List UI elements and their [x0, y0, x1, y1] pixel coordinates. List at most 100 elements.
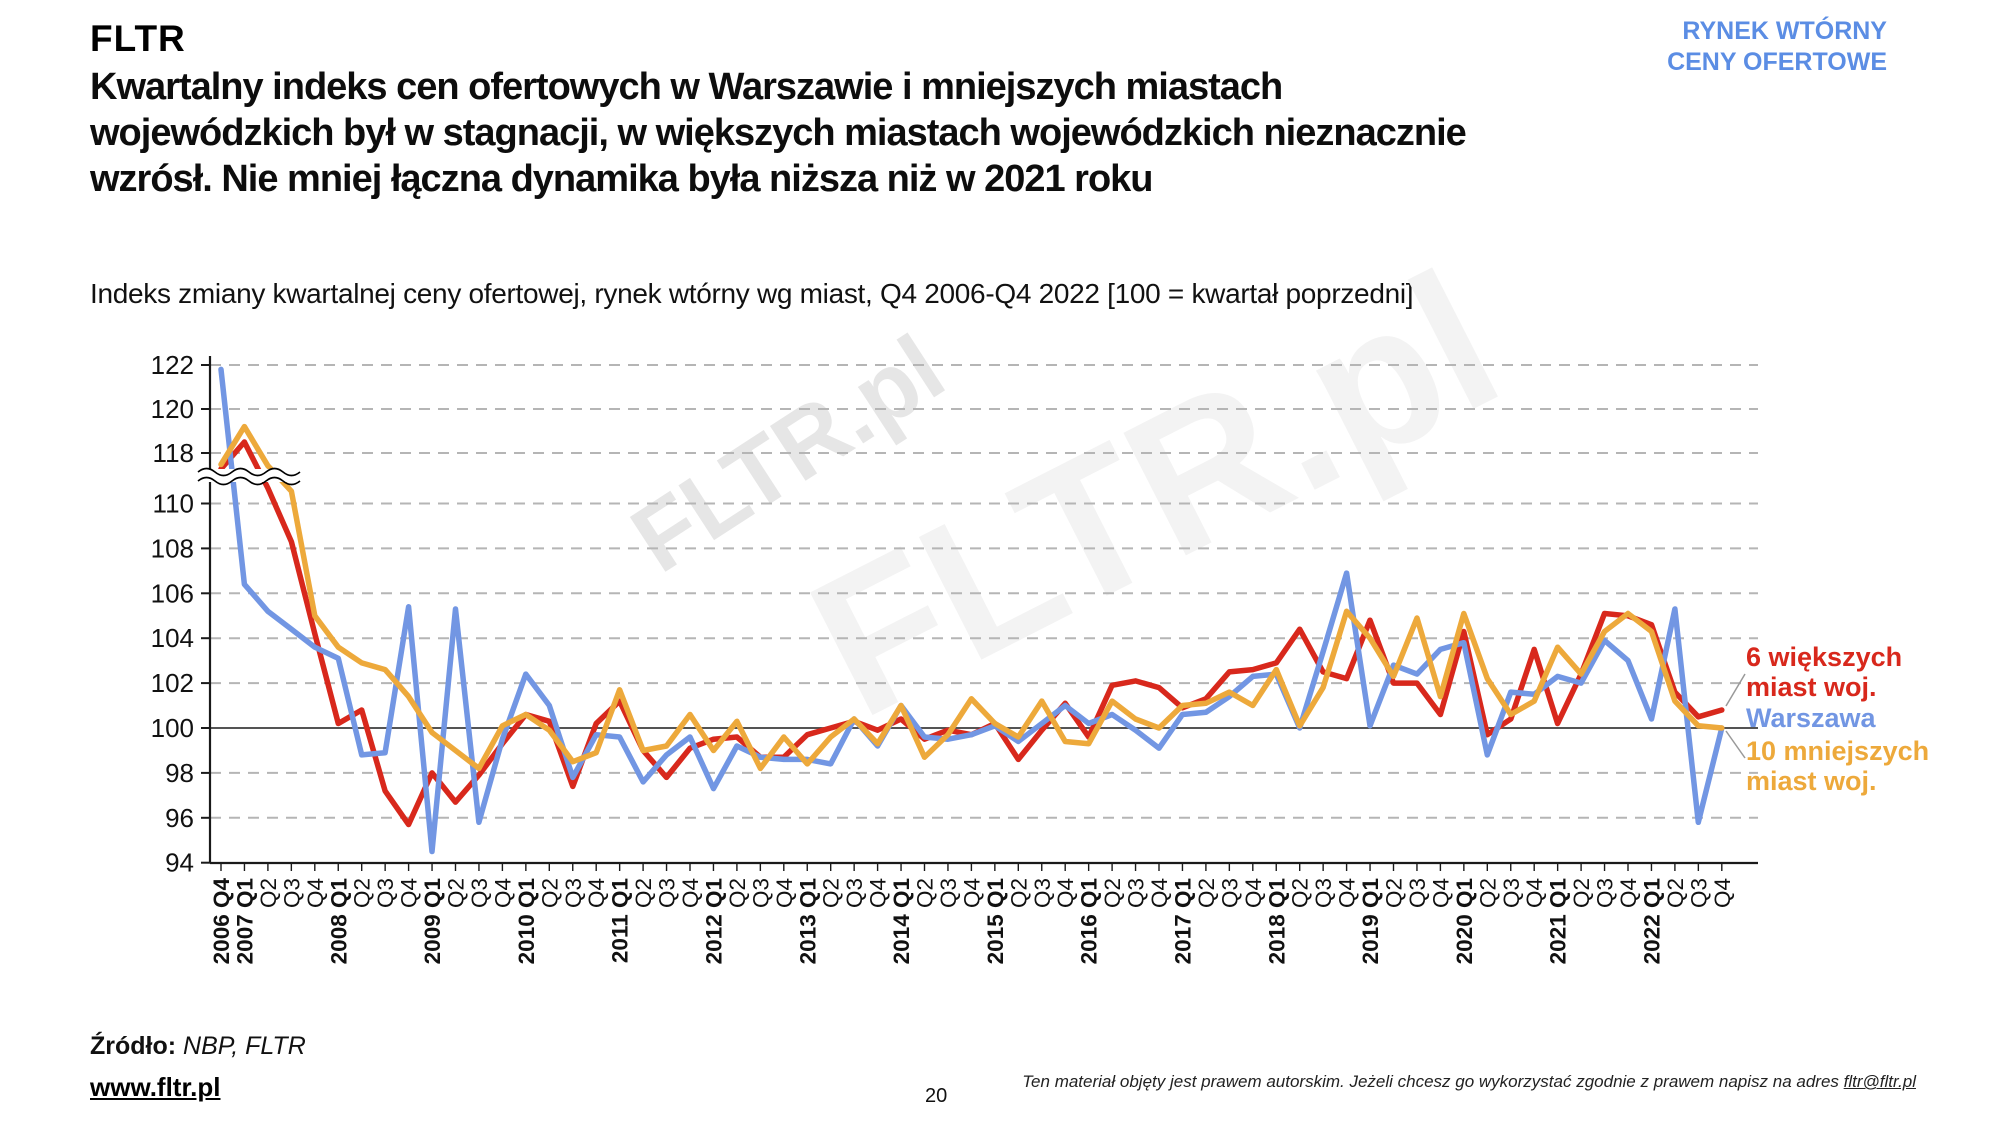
y-tick-label-104: 104	[151, 623, 194, 653]
x-tick-label-20: Q4	[678, 878, 703, 908]
x-tick-label-16: Q4	[584, 878, 609, 908]
x-tick-label-58: Q2	[1569, 878, 1594, 908]
x-tick-label-40: Q4	[1147, 878, 1172, 908]
x-tick-label-21: 2012 Q1	[701, 878, 726, 964]
legend-ten-smaller-line2: miast woj.	[1746, 766, 1877, 796]
x-tick-label-49: 2019 Q1	[1358, 878, 1383, 964]
y-tick-label-102: 102	[151, 668, 194, 698]
x-tick-label-5: 2008 Q1	[326, 878, 351, 964]
slide-title: Kwartalny indeks cen ofertowych w Warsza…	[90, 64, 1590, 202]
x-tick-label-62: Q2	[1663, 878, 1688, 908]
x-tick-label-42: Q2	[1194, 878, 1219, 908]
x-tick-label-22: Q2	[725, 878, 750, 908]
x-tick-label-17: 2011 Q1	[608, 878, 633, 963]
x-tick-label-13: 2010 Q1	[514, 878, 539, 964]
title-line-3: wzrósł. Nie mniej łączna dynamika była n…	[90, 158, 1154, 200]
y-tick-label-110: 110	[153, 489, 194, 519]
y-tick-label-108: 108	[151, 533, 194, 563]
legend-ten-smaller-cities: 10 mniejszych miast woj.	[1746, 736, 1929, 796]
copyright-disclaimer: Ten materiał objęty jest prawem autorski…	[1022, 1072, 1916, 1092]
fltr-logo: FLTR	[90, 18, 186, 59]
legend-six-bigger-line1: 6 większych	[1746, 642, 1903, 672]
x-tick-label-27: Q3	[842, 878, 867, 908]
x-tick-label-48: Q4	[1335, 878, 1360, 908]
chart-subtitle: Indeks zmiany kwartalnej ceny ofertowej,…	[90, 278, 1414, 309]
x-tick-label-41: 2017 Q1	[1170, 878, 1195, 964]
x-tick-label-7: Q3	[373, 878, 398, 908]
x-tick-label-10: Q2	[444, 878, 469, 908]
axis-break-squiggle-bottom	[197, 476, 301, 486]
y-tick-label-96: 96	[165, 803, 194, 833]
source-label: Źródło:	[90, 1032, 177, 1060]
legend-six-bigger-line2: miast woj.	[1746, 672, 1877, 702]
disclaimer-email-link[interactable]: fltr@fltr.pl	[1843, 1072, 1916, 1091]
website-link[interactable]: www.fltr.pl	[90, 1072, 221, 1102]
x-tick-label-30: Q2	[913, 878, 938, 908]
x-tick-label-3: Q3	[279, 878, 304, 908]
y-tick-label-98: 98	[165, 758, 194, 788]
x-tick-label-0: 2006 Q4	[209, 878, 234, 965]
x-tick-label-25: 2013 Q1	[795, 878, 820, 964]
x-tick-label-36: Q4	[1053, 878, 1078, 908]
source-line: Źródło: NBP, FLTR	[90, 1032, 306, 1061]
x-tick-label-44: Q4	[1241, 878, 1266, 908]
x-tick-label-28: Q4	[866, 878, 891, 908]
y-tick-label-120: 120	[151, 394, 194, 424]
x-tick-label-52: Q4	[1428, 878, 1453, 908]
legend-warszawa-line1: Warszawa	[1746, 703, 1876, 733]
x-tick-label-47: Q3	[1311, 878, 1336, 908]
x-tick-label-23: Q3	[748, 878, 773, 908]
x-tick-label-38: Q2	[1100, 878, 1125, 908]
y-tick-label-106: 106	[151, 578, 194, 608]
x-tick-label-6: Q2	[350, 878, 375, 908]
axis-break-mask	[198, 469, 302, 482]
page-number: 20	[925, 1085, 948, 1107]
x-tick-label-39: Q3	[1124, 878, 1149, 908]
disclaimer-text: Ten materiał objęty jest prawem autorski…	[1022, 1072, 1844, 1091]
x-tick-label-29: 2014 Q1	[889, 878, 914, 964]
x-tick-label-60: Q4	[1616, 878, 1641, 908]
title-line-1: Kwartalny indeks cen ofertowych w Warsza…	[90, 66, 1283, 108]
axis-break-squiggle-top	[197, 467, 301, 477]
legend-ten-smaller-line1: 10 mniejszych	[1746, 736, 1930, 766]
series-line-ten-smaller	[218, 423, 1725, 772]
legend-connector-ten-smaller	[1725, 730, 1746, 759]
market-badge: RYNEK WTÓRNY CENY OFERTOWE	[1667, 16, 1887, 78]
y-tick-label-118: 118	[153, 438, 194, 468]
x-tick-label-4: Q4	[303, 878, 328, 908]
x-tick-label-43: Q3	[1217, 878, 1242, 908]
x-tick-label-53: 2020 Q1	[1452, 878, 1477, 964]
y-tick-label-100: 100	[151, 713, 194, 743]
x-tick-label-2: Q2	[256, 878, 281, 908]
x-tick-label-45: 2018 Q1	[1264, 878, 1289, 964]
legend-six-bigger-cities: 6 większych miast woj.	[1746, 642, 1902, 702]
series-line-six-bigger	[218, 439, 1725, 828]
x-tick-label-12: Q4	[490, 878, 515, 908]
x-tick-label-35: Q3	[1030, 878, 1055, 908]
x-tick-label-61: 2022 Q1	[1639, 878, 1664, 964]
x-tick-label-8: Q4	[397, 878, 422, 908]
x-tick-label-1: 2007 Q1	[232, 878, 257, 964]
badge-line-2: CENY OFERTOWE	[1667, 48, 1887, 76]
x-tick-label-37: 2016 Q1	[1077, 878, 1102, 964]
x-tick-label-9: 2009 Q1	[420, 878, 445, 964]
x-tick-label-19: Q3	[655, 878, 680, 908]
x-tick-label-15: Q3	[561, 878, 586, 908]
x-tick-label-46: Q2	[1288, 878, 1313, 908]
x-tick-label-55: Q3	[1499, 878, 1524, 908]
x-tick-label-32: Q4	[959, 878, 984, 908]
x-tick-label-14: Q2	[537, 878, 562, 908]
x-tick-label-51: Q3	[1405, 878, 1430, 908]
legend-connector-six-bigger	[1725, 673, 1746, 707]
legend-warszawa: Warszawa	[1746, 703, 1876, 733]
badge-line-1: RYNEK WTÓRNY	[1682, 17, 1887, 45]
title-line-2: wojewódzkich był w stagnacji, w większyc…	[90, 112, 1467, 154]
x-tick-label-18: Q2	[631, 878, 656, 908]
x-tick-label-31: Q3	[936, 878, 961, 908]
x-tick-label-63: Q3	[1686, 878, 1711, 908]
y-tick-label-94: 94	[165, 848, 194, 878]
x-tick-label-26: Q2	[819, 878, 844, 908]
x-tick-label-50: Q2	[1382, 878, 1407, 908]
